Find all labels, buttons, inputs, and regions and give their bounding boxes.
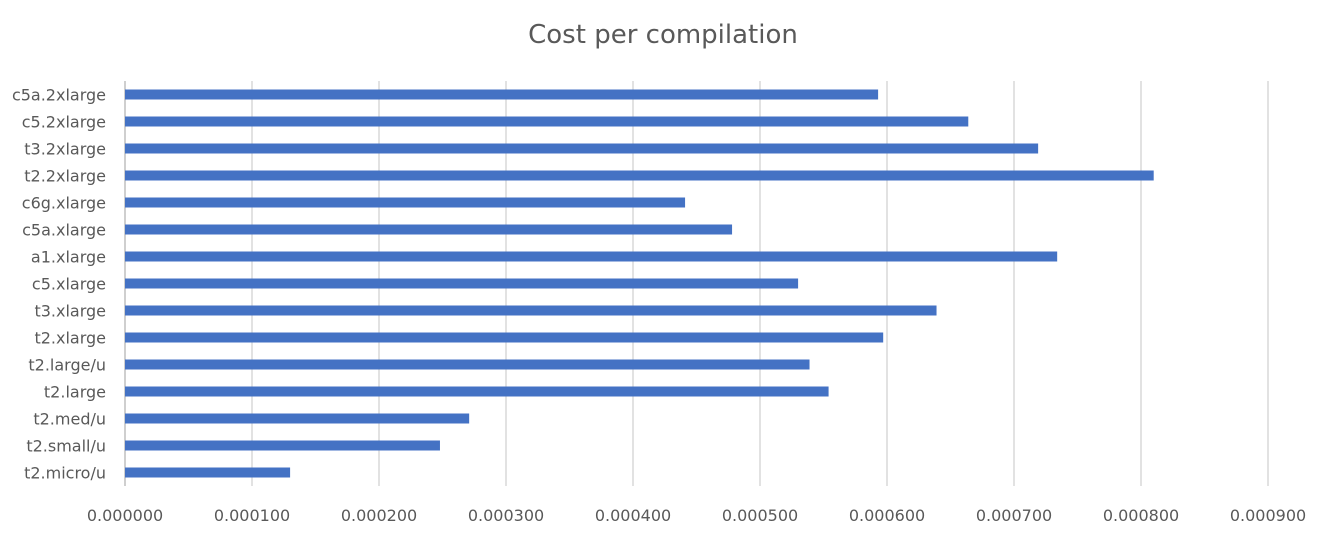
x-tick-label: 0.000400 (595, 506, 671, 525)
x-tick-label: 0.000100 (214, 506, 290, 525)
bar-c5-2xlarge (125, 116, 969, 127)
bar-t2-large (125, 386, 829, 397)
category-label: t2.micro/u (24, 464, 106, 483)
x-tick-label: 0.000000 (87, 506, 163, 525)
x-tick-label: 0.000900 (1230, 506, 1306, 525)
category-label: t2.large (44, 383, 106, 402)
category-label: c5.xlarge (32, 275, 106, 294)
bar-t2-large-u (125, 359, 810, 370)
bar-c5a-2xlarge (125, 89, 879, 100)
category-label: c5a.xlarge (22, 221, 106, 240)
category-label: t2.med/u (33, 410, 106, 429)
x-tick-label: 0.000500 (722, 506, 798, 525)
category-label: c6g.xlarge (22, 194, 106, 213)
category-label: c5a.2xlarge (12, 86, 106, 105)
bar-t2-small-u (125, 440, 440, 451)
x-tick-label: 0.000600 (849, 506, 925, 525)
category-label: t3.2xlarge (24, 140, 106, 159)
chart-title: Cost per compilation (528, 20, 798, 50)
x-tick-label: 0.000800 (1103, 506, 1179, 525)
category-label: c5.2xlarge (22, 113, 106, 132)
bar-t3-2xlarge (125, 143, 1039, 154)
bar-t2-xlarge (125, 332, 884, 343)
category-label: a1.xlarge (31, 248, 106, 267)
bar-t2-2xlarge (125, 170, 1154, 181)
category-label: t2.xlarge (34, 329, 106, 348)
category-labels: c5a.2xlarge c5.2xlarge t3.2xlarge t2.2xlarg… (12, 86, 106, 483)
bars (125, 89, 1154, 478)
x-tick-label: 0.000200 (341, 506, 417, 525)
category-label: t2.small/u (26, 437, 106, 456)
x-tick-label: 0.000700 (976, 506, 1052, 525)
category-label: t2.large/u (28, 356, 106, 375)
x-tick-labels: 0.000000 0.000100 0.000200 0.000300 0.000400… (87, 506, 1306, 525)
category-label: t2.2xlarge (24, 167, 106, 186)
bar-t2-med-u (125, 413, 470, 424)
bar-c5a-xlarge (125, 224, 733, 235)
x-tick-label: 0.000300 (468, 506, 544, 525)
bar-t2-micro-u (125, 467, 291, 478)
bar-c5-xlarge (125, 278, 799, 289)
bar-c6g-xlarge (125, 197, 686, 208)
bar-t3-xlarge (125, 305, 937, 316)
category-label: t3.xlarge (34, 302, 106, 321)
bar-a1-xlarge (125, 251, 1058, 262)
